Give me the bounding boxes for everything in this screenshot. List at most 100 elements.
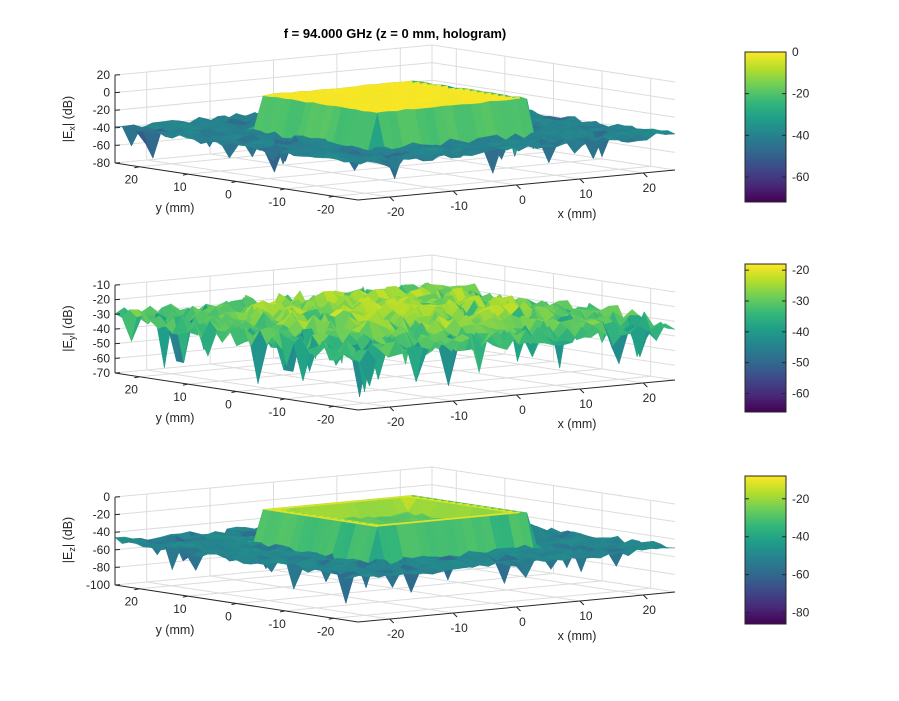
- colorbar-tick-label: -50: [792, 356, 810, 370]
- y-tick: [231, 391, 237, 393]
- y-tick: [280, 610, 286, 613]
- y-tick-label: -10: [268, 617, 286, 631]
- x-tick: [642, 594, 648, 600]
- z-tick-label: -70: [93, 366, 111, 380]
- ey-surface: [114, 282, 676, 397]
- ez-colorbar: -20 -40 -60 -80: [744, 475, 810, 625]
- x-tick-label: -20: [387, 627, 405, 641]
- z-tick-label: 0: [103, 86, 110, 100]
- x-tick-label: -20: [387, 415, 405, 429]
- x-tick-label: -10: [450, 199, 468, 213]
- colorbar-tick-label: -80: [792, 606, 810, 620]
- ez-surface: [114, 495, 676, 605]
- ex-z-axis-label: |Ex| (dB): [61, 96, 77, 142]
- y-floor-gridline: [285, 158, 603, 190]
- colorbar-gradient: [744, 263, 787, 413]
- z-tick-label: -40: [93, 121, 111, 135]
- y-tick: [231, 603, 237, 605]
- surface-patch: [657, 323, 676, 330]
- y-tick: [328, 405, 334, 408]
- y-tick: [280, 188, 286, 191]
- x-tick: [579, 178, 585, 184]
- z-tick-label: -30: [93, 307, 111, 321]
- x-tick-label: -20: [387, 205, 405, 219]
- z-tick-label: -20: [93, 508, 111, 522]
- x-tick: [642, 382, 648, 388]
- y-floor-gridline: [333, 375, 651, 407]
- x-tick: [516, 394, 521, 400]
- z-tick-label: -100: [86, 578, 110, 592]
- ey-z-label-base: |E: [61, 340, 75, 352]
- y-tick-label: 10: [173, 180, 187, 194]
- colorbar-tick-label: -40: [792, 128, 810, 142]
- ey-z-label-sub: y: [67, 335, 77, 340]
- z-tick-label: -50: [93, 337, 111, 351]
- x-tick: [389, 196, 395, 202]
- x-tick: [579, 600, 585, 606]
- x-tick: [452, 190, 458, 196]
- ey-colorbar: -20 -30 -40 -50 -60: [744, 263, 810, 413]
- z-tick-label: -60: [93, 138, 111, 152]
- ez-z-axis-label: |Ez| (dB): [61, 517, 77, 563]
- y-tick: [231, 181, 237, 183]
- x-tick-label: 0: [519, 615, 526, 629]
- colorbar-tick-label: -30: [792, 294, 810, 308]
- y-floor-gridline: [285, 580, 603, 612]
- ez-z-label-tail: | (dB): [61, 517, 75, 547]
- colorbar-tick-label: -20: [792, 87, 810, 101]
- y-floor-gridline: [187, 353, 505, 385]
- z-tick-label: -80: [93, 156, 111, 170]
- colorbar-tick-label: -20: [792, 492, 810, 506]
- ex-x-axis-label: x (mm): [558, 207, 597, 221]
- y-tick-label: 0: [225, 188, 232, 202]
- y-tick-label: -10: [268, 405, 286, 419]
- z-tick-label: -40: [93, 525, 111, 539]
- y-tick: [182, 383, 188, 386]
- x-tick-label: 0: [519, 193, 526, 207]
- colorbar-tick-label: 0: [792, 45, 799, 59]
- colorbar-tick-label: -20: [792, 263, 810, 277]
- y-tick-label: -20: [317, 202, 335, 216]
- y-tick-label: 20: [125, 595, 139, 609]
- ex-y-axis-label: y (mm): [156, 201, 195, 215]
- z-tick-label: -60: [93, 543, 111, 557]
- z-tick-label: 0: [103, 490, 110, 504]
- x-tick: [389, 406, 395, 412]
- surface-patch: [583, 140, 601, 160]
- x-tick: [452, 400, 458, 406]
- y-tick-label: 0: [225, 610, 232, 624]
- x-tick-label: 20: [643, 181, 657, 195]
- z-gridline: [114, 44, 676, 83]
- x-tick-label: 20: [643, 391, 657, 405]
- x-tick: [579, 388, 585, 394]
- z-tick-label: -40: [93, 322, 111, 336]
- colorbar-gradient: [744, 51, 787, 203]
- colorbar-tick-label: -60: [792, 387, 810, 401]
- z-tick-label: -80: [93, 560, 111, 574]
- y-tick: [182, 173, 188, 176]
- ex-surface: [114, 80, 676, 180]
- y-floor-gridline: [333, 165, 651, 197]
- y-floor-gridline: [333, 587, 651, 619]
- x-tick: [516, 184, 521, 190]
- ex-z-label-base: |E: [61, 131, 75, 143]
- x-tick-label: -10: [450, 409, 468, 423]
- x-tick-label: -10: [450, 621, 468, 635]
- ex-z-label-sub: x: [67, 126, 77, 131]
- surface-patch: [657, 130, 676, 135]
- ey-z-axis-label: |Ey| (dB): [61, 305, 77, 351]
- y-floor-gridline: [285, 368, 603, 400]
- x-tick-label: 10: [579, 609, 593, 623]
- ex-z-label-tail: | (dB): [61, 96, 75, 126]
- x-tick-label: 20: [643, 603, 657, 617]
- ez-z-label-sub: z: [67, 547, 77, 552]
- y-floor-gridline: [236, 361, 554, 392]
- x-tick-label: 0: [519, 403, 526, 417]
- ey-y-axis-label: y (mm): [156, 411, 195, 425]
- y-tick-label: 20: [125, 173, 139, 187]
